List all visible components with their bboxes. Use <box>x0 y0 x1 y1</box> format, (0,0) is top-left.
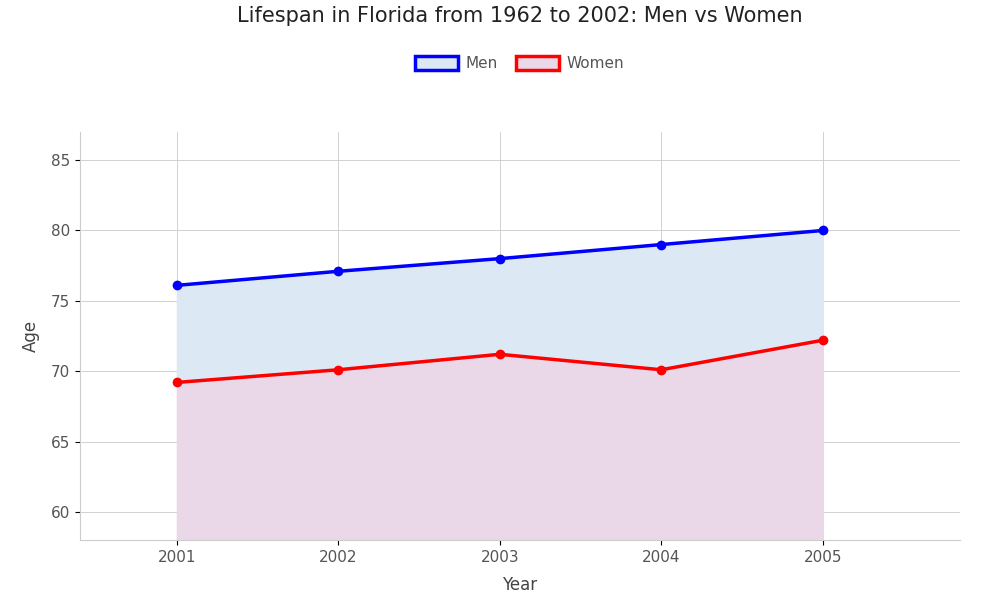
Title: Lifespan in Florida from 1962 to 2002: Men vs Women: Lifespan in Florida from 1962 to 2002: M… <box>237 6 803 26</box>
Y-axis label: Age: Age <box>22 320 40 352</box>
Legend: Men, Women: Men, Women <box>409 50 631 77</box>
X-axis label: Year: Year <box>502 576 538 594</box>
